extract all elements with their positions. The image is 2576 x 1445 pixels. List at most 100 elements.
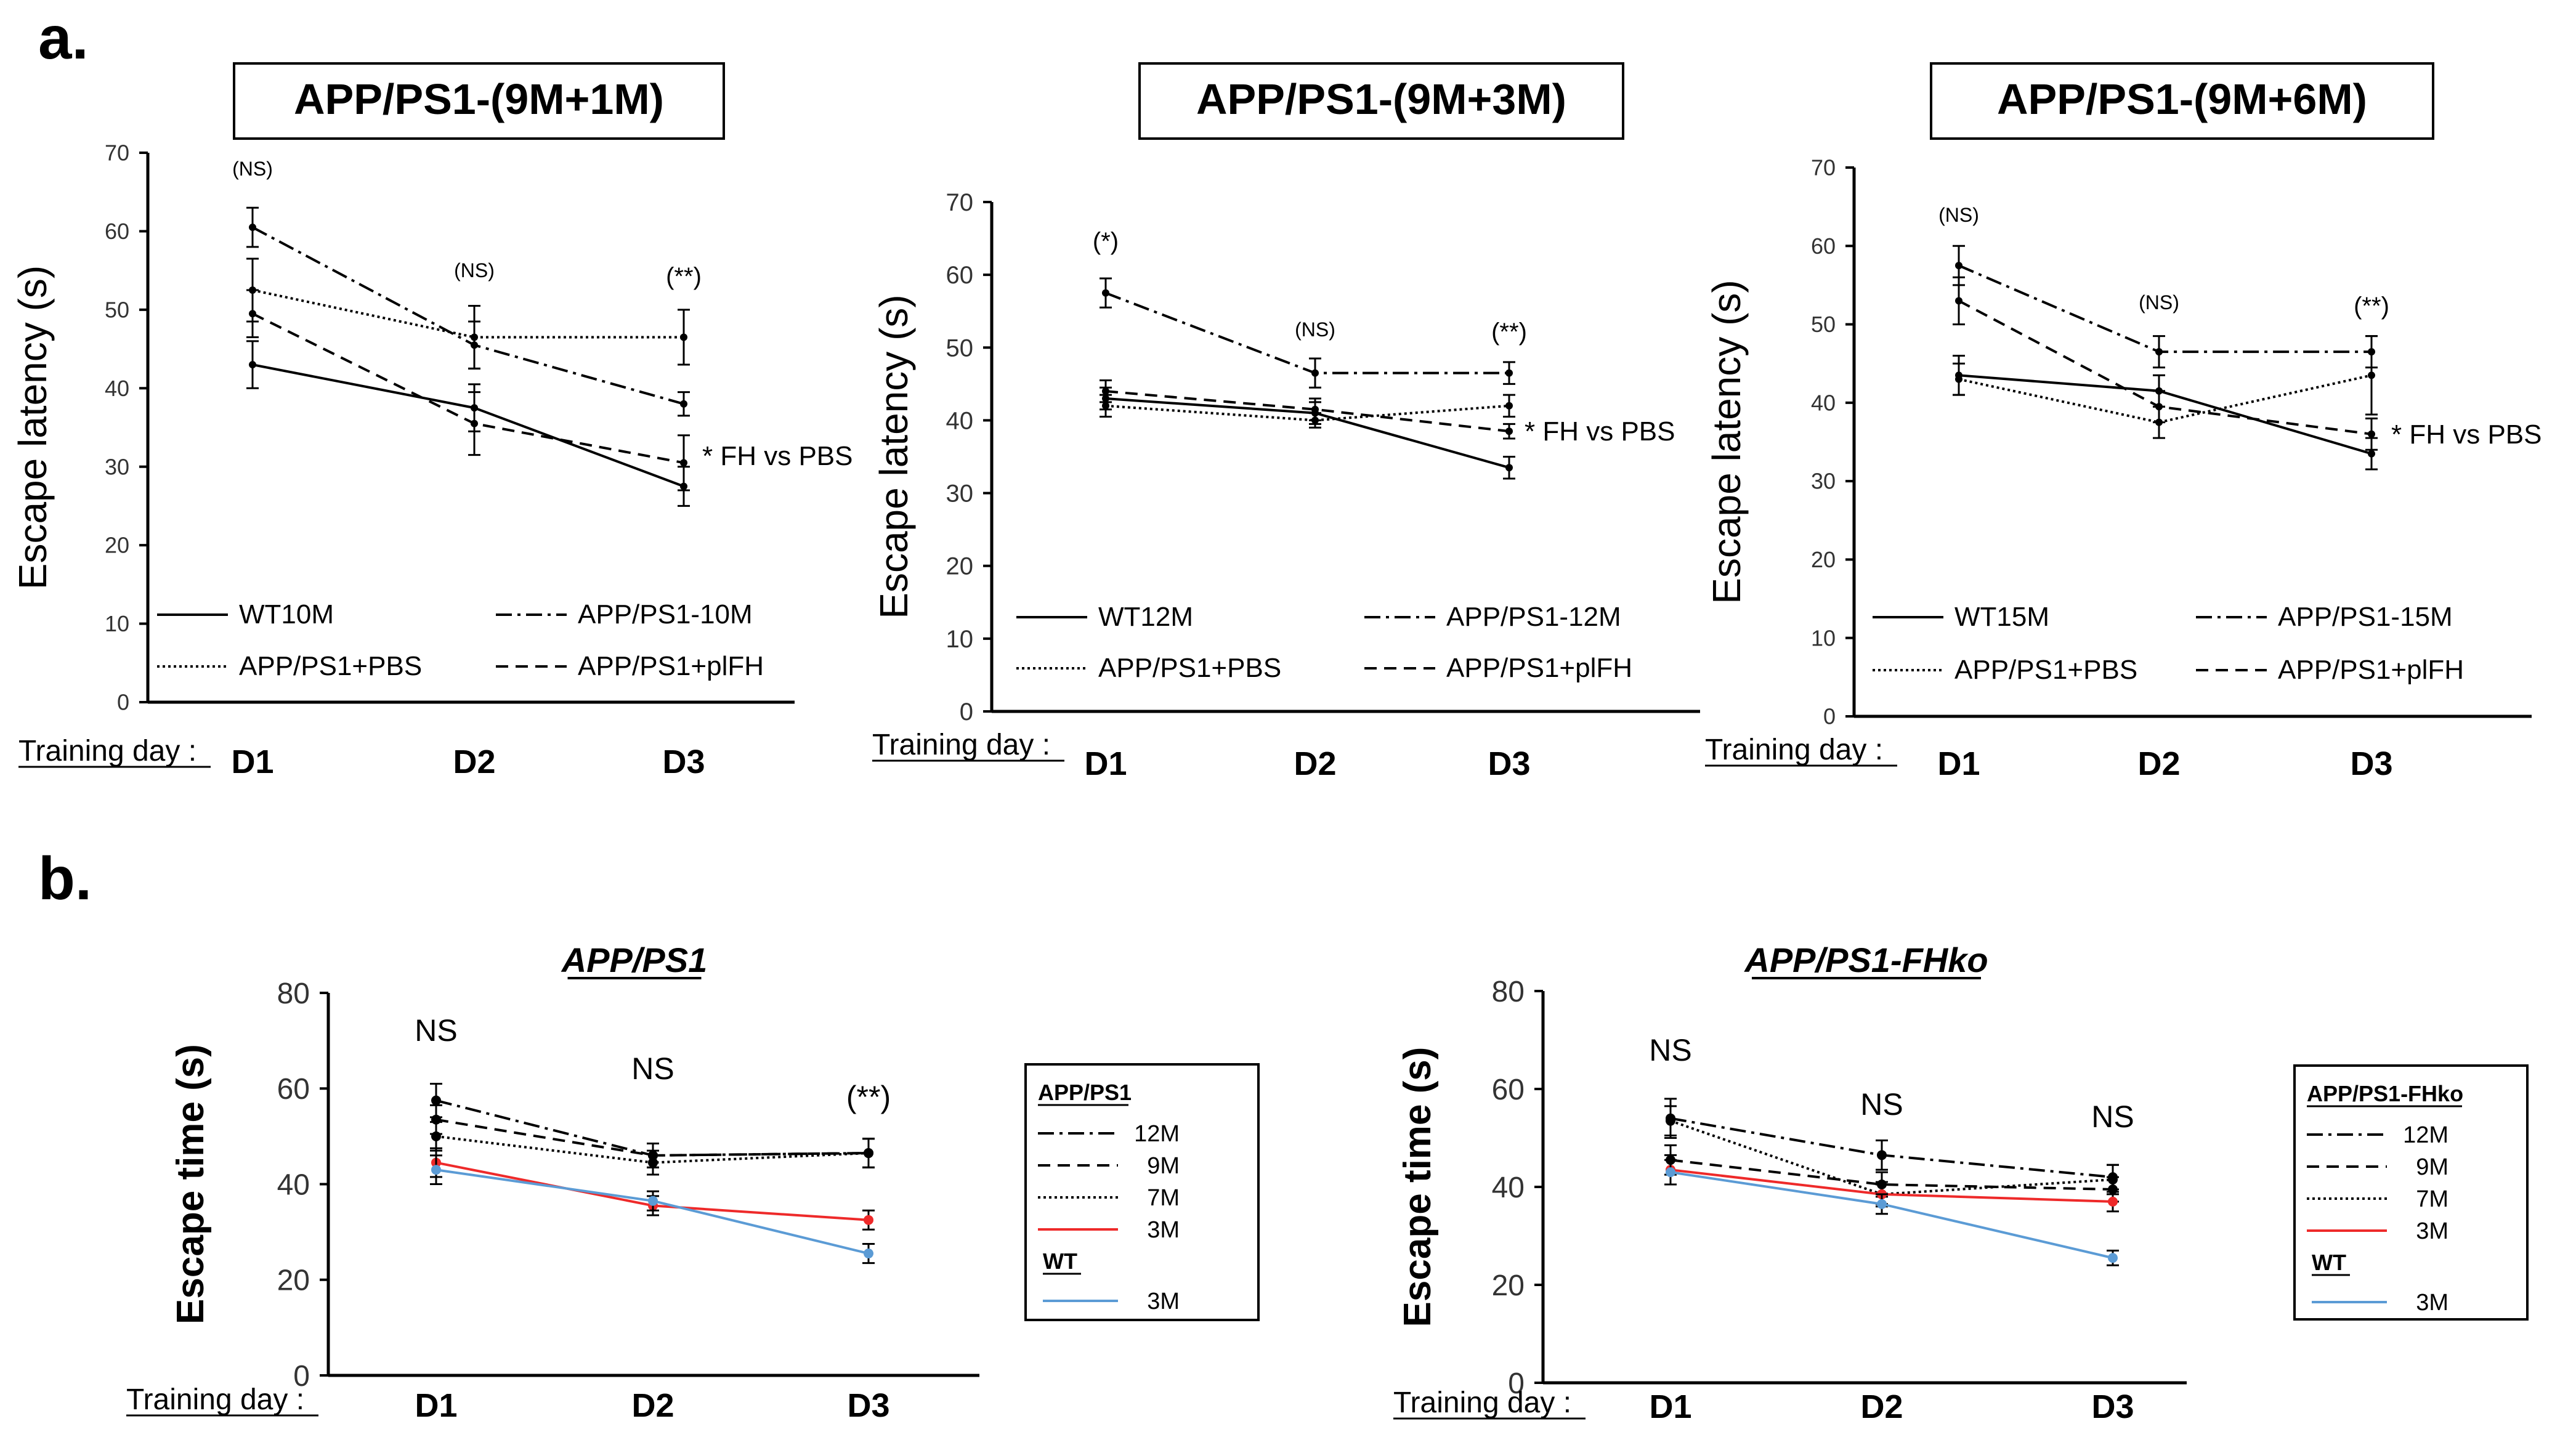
series-line [1105,404,1510,422]
x-tick-label: D2 [1294,745,1336,782]
x-tick-label: D1 [1937,745,1980,782]
data-point [1955,375,1962,383]
y-tick-label: 40 [946,407,974,434]
legend-label: APP/PS1+PBS [1954,655,2137,685]
x-tick-label: D3 [2091,1388,2134,1425]
series-line [252,363,684,488]
x-tick-label: D2 [453,743,495,780]
legend-title: APP/PS1 [1038,1080,1132,1105]
data-point [1311,369,1319,377]
data-point [431,1131,441,1141]
data-point [864,1148,873,1159]
data-point [2108,1196,2118,1207]
data-point [1877,1199,1887,1209]
data-point [2155,348,2163,356]
y-tick-label: 0 [960,698,973,726]
significance-annotation: (NS) [232,158,273,180]
data-point [471,333,478,341]
x-tick-label: D3 [1488,745,1530,782]
x-tick-label: D1 [415,1387,457,1424]
legend-title: APP/PS1-FHko [2307,1081,2463,1106]
y-tick-label: 80 [277,977,310,1010]
series-line [1105,390,1510,433]
significance-annotation: NS [631,1051,674,1086]
legend-label: 12M [1134,1121,1180,1147]
series-line [1670,1159,2113,1191]
y-axis-title: Escape time (s) [169,1044,212,1324]
data-point [2108,1175,2118,1185]
legend-label: APP/PS1-10M [578,599,753,629]
legend-label: APP/PS1+plFH [578,651,764,681]
legend-label: 9M [2416,1154,2448,1180]
legend-wt-title: WT [1043,1249,1077,1274]
y-tick-label: 40 [1811,390,1836,415]
data-point [1666,1115,1675,1126]
data-point [1877,1150,1887,1160]
legend-wt-title: WT [2312,1250,2346,1275]
legend-label: APP/PS1+PBS [239,651,422,681]
legend-label: APP/PS1+plFH [1446,653,1632,683]
y-axis-title: Escape time (s) [1396,1047,1439,1327]
legend-label: WT12M [1098,602,1193,632]
significance-annotation: (NS) [1938,204,1979,226]
legend-box [1024,1063,1260,1321]
y-tick-label: 20 [277,1265,310,1297]
x-tick-label: D3 [2350,745,2392,782]
data-point [249,361,256,369]
legend-label: 9M [1147,1153,1180,1179]
data-point [1102,289,1109,297]
chart-title: APP/PS1 [561,941,708,979]
data-point [648,1196,658,1206]
y-tick-label: 20 [946,553,974,580]
y-tick-label: 0 [117,690,129,715]
y-tick-label: 50 [105,297,129,322]
chart-a2: 0 10 20 30 40 50 60 70 Escape latency (s) Trainin… [872,62,1700,782]
chart-b1: 0 20 40 60 80 Escape time (s) Training day : D1… [126,941,1260,1424]
legend-label: 3M [1147,1217,1180,1243]
chart-b2: 0 20 40 60 80 Escape time (s) Training day : D1… [1393,941,2529,1425]
data-point [2368,430,2375,438]
panel-a-label: a. [38,4,89,71]
y-tick-label: 30 [1811,469,1836,494]
x-tick-label: D1 [231,743,273,780]
series-line [1958,374,2372,455]
y-tick-label: 70 [1811,155,1836,180]
legend-label: APP/PS1-15M [2278,602,2453,632]
y-tick-label: 0 [1823,704,1836,729]
data-point [1666,1167,1675,1178]
legend-label: 7M [1147,1185,1180,1211]
y-tick-label: 60 [105,219,129,244]
side-note: * FH vs PBS [1525,416,1675,447]
data-point [431,1165,441,1175]
data-point [2155,403,2163,411]
legend-label: 3M [2416,1290,2448,1316]
data-point [471,419,478,427]
training-day-label: Training day : [1393,1386,1571,1419]
panel-b-label: b. [38,844,92,912]
significance-annotation: (NS) [454,259,495,281]
x-tick-label: D2 [2137,745,2180,782]
series-app-ps1-plfh [246,289,690,492]
data-point [1102,387,1109,395]
data-point [1311,405,1319,413]
legend-label: WT10M [239,599,334,629]
data-point [864,1215,873,1225]
significance-annotation: NS [415,1013,457,1048]
series-line [252,289,684,339]
data-point [1955,297,1962,305]
y-tick-label: 10 [1811,625,1836,650]
data-point [648,1157,658,1168]
y-tick-label: 50 [1811,312,1836,337]
y-tick-label: 30 [105,454,129,479]
legend: WT10M APP/PS1-10M APP/PS1+PBS APP/PS1+plFH [157,599,764,681]
y-tick-label: 60 [1811,233,1836,259]
data-point [1505,402,1513,410]
significance-annotation: (**) [1491,318,1527,346]
legend: WT12M APP/PS1-12M APP/PS1+PBS APP/PS1+plFH [1016,602,1632,683]
data-point [680,400,687,408]
chart-title: APP/PS1-(9M+3M) [1196,75,1566,123]
legend-label: APP/PS1+plFH [2278,655,2464,685]
data-point [680,333,687,341]
chart-a1: 0 10 20 30 40 50 60 70 Escape latency (s) Trainin… [10,62,853,780]
